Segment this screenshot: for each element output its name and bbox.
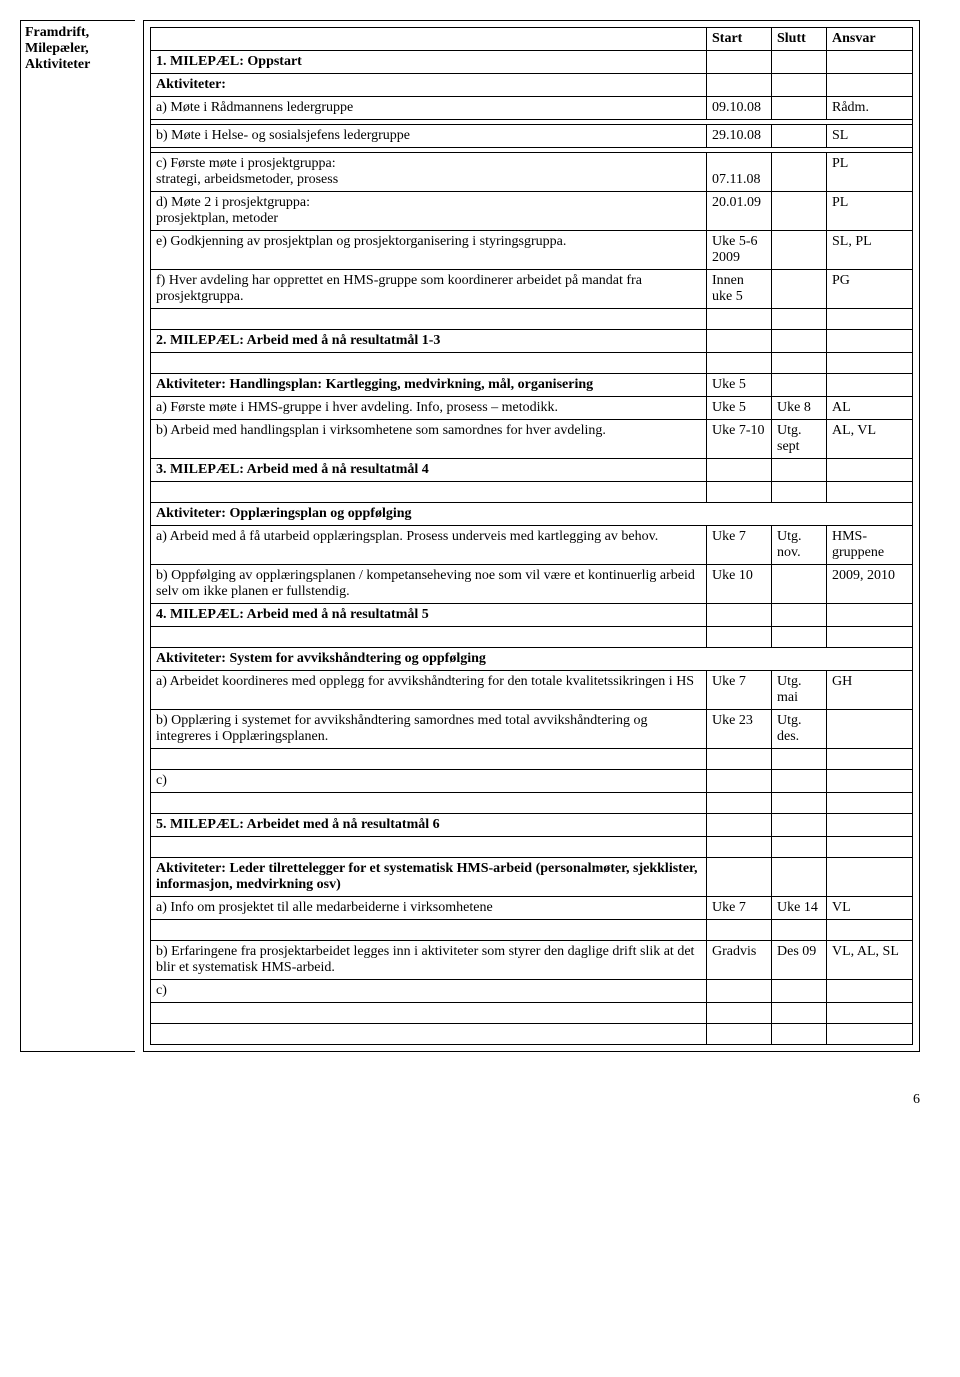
m1-e-start: Uke 5-6 2009 xyxy=(707,231,772,270)
m5-act-header: Aktiviteter: Leder tilrettelegger for et… xyxy=(151,858,707,897)
page-container: Framdrift, Milepæler, Aktiviteter Start … xyxy=(0,0,960,1072)
m2-b-start: Uke 7-10 xyxy=(707,420,772,459)
m3-a-ansvar: HMS-gruppene xyxy=(827,526,913,565)
m5-c: c) xyxy=(151,980,707,1003)
m1-f-ansvar: PG xyxy=(827,270,913,309)
m1-title: 1. MILEPÆL: Oppstart xyxy=(151,51,707,74)
m5-a: a) Info om prosjektet til alle medarbeid… xyxy=(151,897,707,920)
m3-a: a) Arbeid med å få utarbeid opplæringspl… xyxy=(151,526,707,565)
m2-b-ansvar: AL, VL xyxy=(827,420,913,459)
m3-act-header: Aktiviteter: Opplæringsplan og oppfølgin… xyxy=(151,503,913,526)
m3-b-start: Uke 10 xyxy=(707,565,772,604)
m5-b-start: Gradvis xyxy=(707,941,772,980)
m1-c-start: 07.11.08 xyxy=(707,153,772,192)
m2-a-start: Uke 5 xyxy=(707,397,772,420)
page-number: 6 xyxy=(0,1072,960,1116)
m2-b-slutt: Utg. sept xyxy=(772,420,827,459)
m5-a-start: Uke 7 xyxy=(707,897,772,920)
m2-a-ansvar: AL xyxy=(827,397,913,420)
m3-a-slutt: Utg. nov. xyxy=(772,526,827,565)
m2-act-start: Uke 5 xyxy=(707,374,772,397)
m5-a-ansvar: VL xyxy=(827,897,913,920)
m1-c-ansvar: PL xyxy=(827,153,913,192)
m2-title: 2. MILEPÆL: Arbeid med å nå resultatmål … xyxy=(151,330,707,353)
m5-b-slutt: Des 09 xyxy=(772,941,827,980)
m4-a: a) Arbeidet koordineres med opplegg for … xyxy=(151,671,707,710)
m4-title: 4. MILEPÆL: Arbeid med å nå resultatmål … xyxy=(151,604,707,627)
m4-a-ansvar: GH xyxy=(827,671,913,710)
col-ansvar-header: Ansvar xyxy=(827,28,913,51)
m1-d-ansvar: PL xyxy=(827,192,913,231)
m2-a-slutt: Uke 8 xyxy=(772,397,827,420)
m4-b-start: Uke 23 xyxy=(707,710,772,749)
m3-title: 3. MILEPÆL: Arbeid med å nå resultatmål … xyxy=(151,459,707,482)
m1-d: d) Møte 2 i prosjektgruppa: prosjektplan… xyxy=(151,192,707,231)
m3-a-start: Uke 7 xyxy=(707,526,772,565)
m5-b-ansvar: VL, AL, SL xyxy=(827,941,913,980)
m1-act-header: Aktiviteter: xyxy=(151,74,707,97)
m2-b: b) Arbeid med handlingsplan i virksomhet… xyxy=(151,420,707,459)
m5-title: 5. MILEPÆL: Arbeidet med å nå resultatmå… xyxy=(151,814,707,837)
m2-act-header: Aktiviteter: Handlingsplan: Kartlegging,… xyxy=(151,374,707,397)
plan-table: Start Slutt Ansvar 1. MILEPÆL: Oppstart … xyxy=(150,27,913,1045)
m4-a-slutt: Utg. mai xyxy=(772,671,827,710)
m1-b: b) Møte i Helse- og sosialsjefens lederg… xyxy=(151,125,707,148)
col-slutt-header: Slutt xyxy=(772,28,827,51)
m1-f: f) Hver avdeling har opprettet en HMS-gr… xyxy=(151,270,707,309)
m4-a-start: Uke 7 xyxy=(707,671,772,710)
m1-e: e) Godkjenning av prosjektplan og prosje… xyxy=(151,231,707,270)
m1-e-ansvar: SL, PL xyxy=(827,231,913,270)
m1-b-start: 29.10.08 xyxy=(707,125,772,148)
m1-c: c) Første møte i prosjektgruppa: strateg… xyxy=(151,153,707,192)
col-start-header: Start xyxy=(707,28,772,51)
m1-a: a) Møte i Rådmannens ledergruppe xyxy=(151,97,707,120)
m5-a-slutt: Uke 14 xyxy=(772,897,827,920)
m4-b-slutt: Utg. des. xyxy=(772,710,827,749)
m2-a: a) Første møte i HMS-gruppe i hver avdel… xyxy=(151,397,707,420)
m1-f-start: Innen uke 5 xyxy=(707,270,772,309)
m1-a-start: 09.10.08 xyxy=(707,97,772,120)
m5-b: b) Erfaringene fra prosjektarbeidet legg… xyxy=(151,941,707,980)
m1-b-ansvar: SL xyxy=(827,125,913,148)
m3-b-ansvar: 2009, 2010 xyxy=(827,565,913,604)
m1-a-ansvar: Rådm. xyxy=(827,97,913,120)
header-row: Start Slutt Ansvar xyxy=(151,28,913,51)
m3-b: b) Oppfølging av opplæringsplanen / komp… xyxy=(151,565,707,604)
sidebar-label: Framdrift, Milepæler, Aktiviteter xyxy=(20,20,135,1052)
layout-row: Framdrift, Milepæler, Aktiviteter Start … xyxy=(20,20,920,1052)
m1-d-start: 20.01.09 xyxy=(707,192,772,231)
m4-act-header: Aktiviteter: System for avvikshåndtering… xyxy=(151,648,913,671)
m4-c: c) xyxy=(151,770,707,793)
m4-b: b) Opplæring i systemet for avvikshåndte… xyxy=(151,710,707,749)
main-column: Start Slutt Ansvar 1. MILEPÆL: Oppstart … xyxy=(143,20,920,1052)
